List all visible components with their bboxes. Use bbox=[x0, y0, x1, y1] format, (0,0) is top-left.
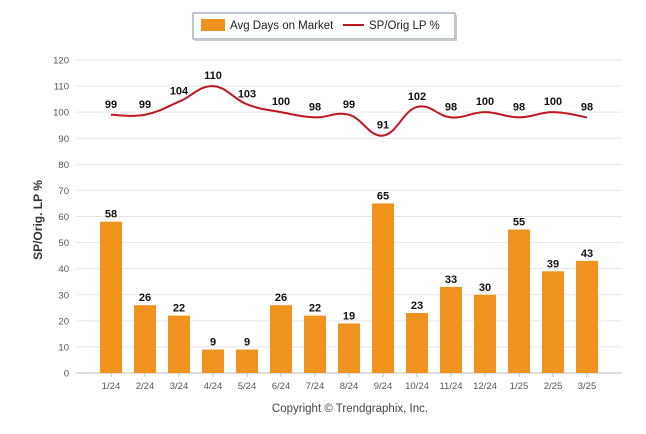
bar bbox=[134, 305, 156, 373]
bar bbox=[440, 286, 462, 373]
legend-shadow-bottom bbox=[195, 39, 457, 41]
line-data-label: 99 bbox=[139, 99, 151, 111]
y-tick-label: 90 bbox=[58, 134, 69, 145]
x-tick-label: 10/24 bbox=[405, 381, 429, 392]
bar-data-label: 26 bbox=[139, 292, 151, 304]
y-axis-ticks: 0 10 20 30 40 50 60 70 80 90 100 110 120 bbox=[53, 56, 69, 380]
y-tick-label: 10 bbox=[58, 342, 69, 353]
bar bbox=[474, 294, 496, 373]
line-data-label: 103 bbox=[238, 88, 256, 100]
y-tick-label: 80 bbox=[58, 160, 69, 171]
bar-data-label: 22 bbox=[309, 303, 321, 315]
x-tick-label: 6/24 bbox=[272, 381, 291, 392]
bar-data-label: 30 bbox=[479, 282, 491, 294]
bar-data-label: 9 bbox=[210, 337, 216, 349]
bar bbox=[406, 313, 428, 373]
legend-label-bar: Avg Days on Market bbox=[230, 20, 334, 32]
x-tick-label: 4/24 bbox=[204, 381, 223, 392]
y-tick-label: 100 bbox=[53, 108, 69, 119]
bar-data-label: 26 bbox=[275, 292, 287, 304]
line-data-label: 100 bbox=[544, 96, 562, 108]
legend: Avg Days on Market SP/Orig LP % bbox=[192, 12, 457, 41]
gridlines bbox=[76, 59, 622, 374]
x-tick-label: 5/24 bbox=[238, 381, 257, 392]
y-tick-label: 110 bbox=[54, 82, 69, 93]
x-tick-label: 2/25 bbox=[544, 381, 563, 392]
bar-data-label: 65 bbox=[377, 190, 389, 202]
bar bbox=[508, 229, 530, 373]
x-tick-label: 3/24 bbox=[170, 381, 189, 392]
x-tick-label: 1/24 bbox=[102, 381, 121, 392]
y-tick-label: 30 bbox=[58, 290, 69, 301]
legend-box bbox=[192, 12, 456, 40]
x-tick-label: 2/24 bbox=[136, 381, 155, 392]
line-data-label: 98 bbox=[309, 101, 321, 113]
y-tick-label: 120 bbox=[53, 56, 69, 67]
legend-shadow bbox=[455, 15, 457, 41]
bar bbox=[202, 349, 224, 373]
line-data-label: 91 bbox=[377, 120, 389, 132]
bar-data-label: 22 bbox=[173, 303, 185, 315]
y-tick-label: 70 bbox=[58, 186, 69, 197]
y-tick-label: 20 bbox=[58, 316, 69, 327]
line-data-label: 98 bbox=[581, 101, 593, 113]
line-data-label: 110 bbox=[204, 70, 222, 82]
bar-data-label: 43 bbox=[581, 248, 593, 260]
bar bbox=[270, 305, 292, 373]
x-tick-label: 12/24 bbox=[473, 381, 497, 392]
line-data-label: 104 bbox=[170, 86, 189, 98]
bar-data-label: 23 bbox=[411, 300, 423, 312]
x-tick-label: 1/25 bbox=[510, 381, 529, 392]
y-tick-label: 50 bbox=[58, 238, 69, 249]
y-tick-label: 40 bbox=[58, 264, 69, 275]
line-data-label: 100 bbox=[272, 96, 290, 108]
x-tick-label: 8/24 bbox=[340, 381, 359, 392]
bar-data-label: 33 bbox=[445, 274, 457, 286]
bars bbox=[100, 203, 598, 373]
copyright: Copyright © Trendgraphix, Inc. bbox=[272, 403, 428, 415]
line-data-label: 98 bbox=[445, 101, 457, 113]
bar bbox=[168, 315, 190, 373]
y-tick-label: 0 bbox=[64, 369, 69, 380]
bar bbox=[100, 221, 122, 373]
bar bbox=[236, 349, 258, 373]
x-tick-label: 9/24 bbox=[374, 381, 393, 392]
bar bbox=[338, 323, 360, 373]
bar-data-label: 39 bbox=[547, 258, 559, 270]
bar-data-label: 9 bbox=[244, 337, 250, 349]
bar-data-label: 55 bbox=[513, 217, 525, 229]
x-tick-label: 7/24 bbox=[306, 381, 325, 392]
bar bbox=[576, 260, 598, 373]
bar bbox=[304, 315, 326, 373]
bar-data-label: 58 bbox=[105, 209, 117, 221]
x-tick-label: 3/25 bbox=[578, 381, 597, 392]
line-data-label: 99 bbox=[105, 99, 117, 111]
legend-label-line: SP/Orig LP % bbox=[369, 20, 440, 32]
bar bbox=[542, 271, 564, 373]
line-data-label: 99 bbox=[343, 99, 355, 111]
line-data-label: 100 bbox=[476, 96, 494, 108]
x-tick-label: 11/24 bbox=[439, 381, 462, 392]
x-axis-ticks: 1/24 2/24 3/24 4/24 5/24 6/24 7/24 8/24 9/24 10/2… bbox=[102, 373, 597, 392]
line-data-label: 102 bbox=[408, 91, 426, 103]
y-tick-label: 60 bbox=[58, 212, 69, 223]
bar-data-label: 19 bbox=[343, 310, 355, 322]
line-series bbox=[110, 85, 588, 137]
legend-swatch-bar bbox=[201, 19, 225, 31]
y-axis-label: SP/Orig. LP % bbox=[31, 180, 45, 260]
bar bbox=[372, 203, 394, 373]
line-data-label: 98 bbox=[513, 101, 525, 113]
